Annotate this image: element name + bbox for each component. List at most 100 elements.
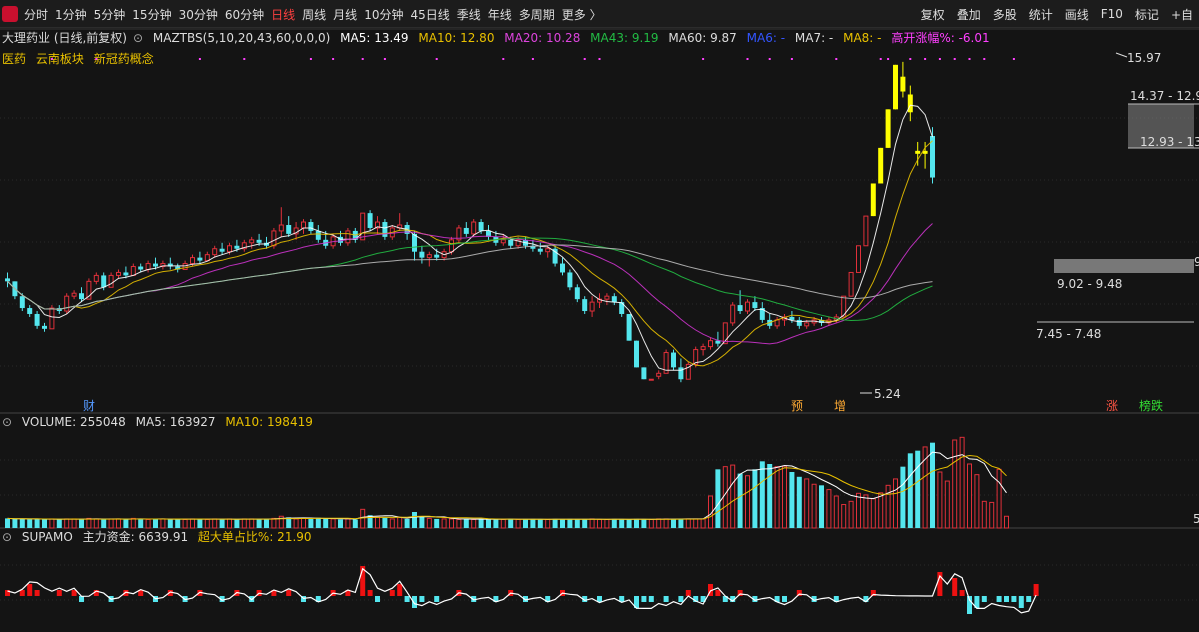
candle xyxy=(486,225,491,240)
mark-button[interactable]: 标记 xyxy=(1134,7,1159,22)
marker-rank[interactable]: 榜 xyxy=(1139,398,1151,413)
candle-body xyxy=(515,239,521,247)
supamo-bar xyxy=(1026,596,1032,602)
overlay-button[interactable]: 叠加 xyxy=(956,7,981,22)
volume-bars xyxy=(5,436,1009,529)
volume-dropdown-icon[interactable]: ⊙ xyxy=(2,415,13,429)
candle xyxy=(19,293,25,312)
tab-period-active[interactable]: 日线 xyxy=(271,7,296,22)
candle-body xyxy=(101,275,107,288)
candle-body xyxy=(648,378,654,381)
volume-bar xyxy=(286,517,292,528)
volume-bar xyxy=(434,518,440,528)
marker-fall[interactable]: 跌 xyxy=(1151,398,1163,413)
supamo-bar xyxy=(730,596,736,602)
tag-sector[interactable]: 医药 xyxy=(2,52,27,66)
tag-concept[interactable]: 新冠药概念 xyxy=(93,52,154,66)
volume-bar xyxy=(49,518,55,529)
tab-period[interactable]: 月线 xyxy=(333,7,358,22)
stats-button[interactable]: 统计 xyxy=(1028,7,1053,22)
volume-bar xyxy=(870,498,876,529)
marker-increase[interactable]: 增 xyxy=(834,399,846,413)
ma10-value: MA10: 12.80 xyxy=(418,31,495,45)
tab-period[interactable]: 15分钟 xyxy=(132,7,172,22)
volume-bar xyxy=(597,518,602,529)
candle xyxy=(796,316,802,329)
candle-body xyxy=(870,183,876,217)
fuquan-button[interactable]: 复权 xyxy=(920,7,945,22)
draw-button[interactable]: 画线 xyxy=(1064,7,1089,22)
candle xyxy=(500,233,506,246)
volume-bar xyxy=(611,518,617,528)
tab-period[interactable]: 多周期 xyxy=(518,7,555,22)
marker-rise[interactable]: 涨 xyxy=(1106,398,1118,413)
indicator-name[interactable]: MAZTBS(5,10,20,43,60,0,0,0) xyxy=(152,31,331,45)
limit-dot xyxy=(50,58,53,60)
volume-info-line: ⊙ VOLUME: 255048 MA5: 163927 MA10: 19841… xyxy=(2,415,319,429)
candle xyxy=(819,316,824,326)
marker-earnings[interactable]: 财 xyxy=(83,399,95,413)
candle-body xyxy=(663,352,669,374)
volume-bar xyxy=(893,478,898,529)
volume-bar xyxy=(981,500,987,529)
tab-period[interactable]: 10分钟 xyxy=(364,7,404,22)
tab-period[interactable]: 45日线 xyxy=(410,7,450,22)
multi-stock-button[interactable]: 多股 xyxy=(992,7,1017,22)
volume-bar xyxy=(264,518,269,528)
marker-forecast[interactable]: 预 xyxy=(791,399,803,413)
candle-body xyxy=(42,325,47,329)
supamo-dropdown-icon[interactable]: ⊙ xyxy=(2,530,13,544)
price-axis-tick: 9 xyxy=(1194,255,1199,269)
candle-body xyxy=(367,213,373,228)
candle xyxy=(737,290,743,314)
candle-body xyxy=(560,263,565,273)
candle xyxy=(5,272,10,288)
candle xyxy=(922,141,928,169)
tab-period[interactable]: 年线 xyxy=(487,7,512,22)
volume-bar xyxy=(130,517,136,529)
volume-bar xyxy=(493,518,499,528)
volume-bar xyxy=(752,469,758,528)
volume-bar xyxy=(900,466,906,528)
candle xyxy=(308,219,314,234)
tab-period[interactable]: 季线 xyxy=(456,7,481,22)
tab-more[interactable]: 更多 〉 xyxy=(561,7,602,22)
candle xyxy=(278,207,284,237)
tag-region[interactable]: 云南板块 xyxy=(35,52,84,66)
supamo-big-ratio: 超大单占比%: 21.90 xyxy=(197,530,312,544)
volume-bar xyxy=(545,518,551,529)
limit-dot xyxy=(938,58,941,60)
candle-body xyxy=(278,224,284,232)
tab-period[interactable]: 5分钟 xyxy=(93,7,126,22)
f10-button[interactable]: F10 xyxy=(1100,7,1123,21)
tab-period[interactable]: 周线 xyxy=(302,7,327,22)
supamo-bar xyxy=(796,590,802,596)
candle xyxy=(767,313,773,329)
volume-bar xyxy=(345,518,351,529)
candle-body xyxy=(708,340,713,348)
ma6-value: MA6: - xyxy=(746,31,786,45)
candle xyxy=(915,141,921,166)
tab-period[interactable]: 30分钟 xyxy=(178,7,218,22)
tab-period[interactable]: 1分钟 xyxy=(55,7,87,22)
tab-period[interactable]: 60分钟 xyxy=(224,7,265,22)
limit-dot xyxy=(309,58,312,60)
indicator-dropdown-icon[interactable]: ⊙ xyxy=(133,31,144,45)
supamo-bar xyxy=(545,596,551,602)
add-custom-button[interactable]: +自 xyxy=(1170,7,1193,22)
volume-bar xyxy=(974,474,980,529)
supamo-bar xyxy=(471,596,477,602)
candle xyxy=(42,322,47,332)
candle xyxy=(197,251,203,264)
volume-bar xyxy=(79,519,84,528)
volume-bar xyxy=(671,518,676,528)
supamo-bar xyxy=(774,596,780,602)
candle xyxy=(34,311,40,329)
candle xyxy=(856,245,861,273)
volume-bar xyxy=(389,518,395,529)
tab-period[interactable]: 分时 xyxy=(24,7,49,22)
volume-bar xyxy=(856,492,861,529)
candle-body xyxy=(545,248,551,253)
candle xyxy=(130,263,136,276)
